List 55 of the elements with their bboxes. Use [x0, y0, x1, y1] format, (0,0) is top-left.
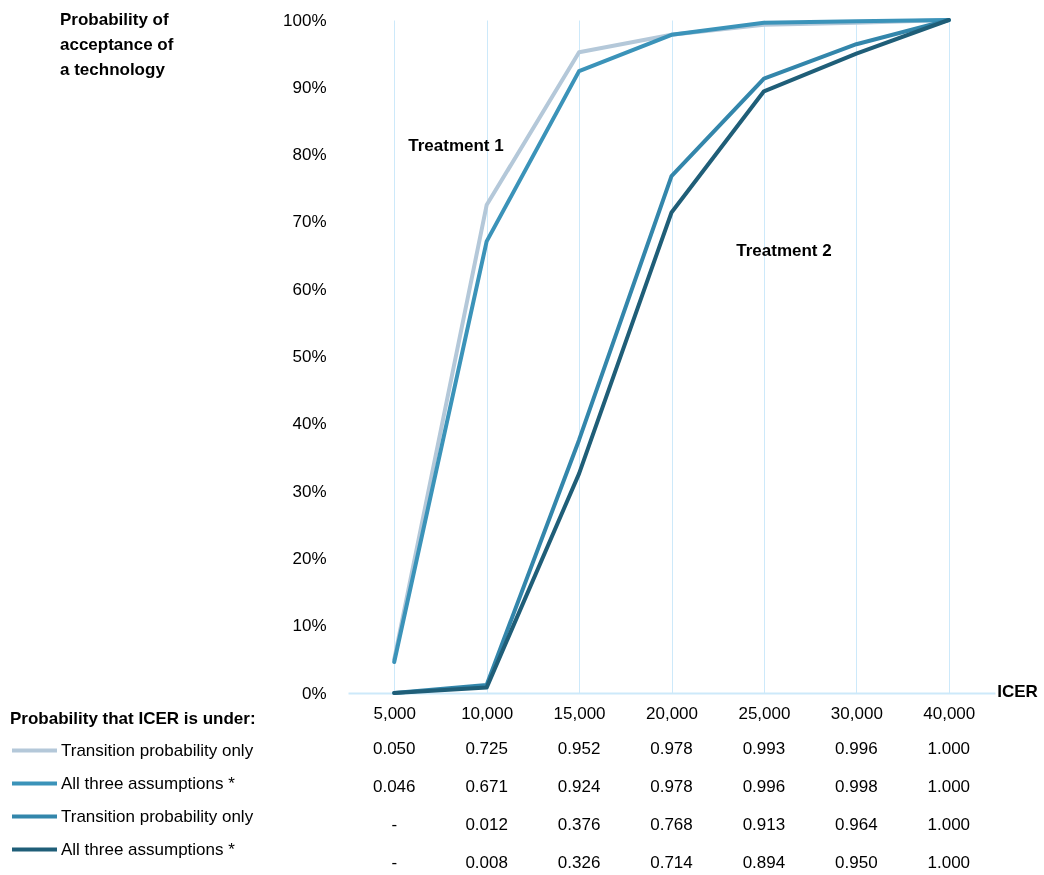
- data-label: 0.894: [742, 853, 786, 872]
- data-label: 0.978: [650, 777, 693, 796]
- data-label: 0.671: [465, 777, 508, 796]
- y-tick-label: 60%: [292, 279, 327, 299]
- y-tick-label: 80%: [292, 145, 327, 165]
- y-tick-label: 40%: [292, 414, 327, 434]
- x-axis-title: ICER: [997, 681, 1038, 701]
- y-tick-label: 0%: [301, 683, 327, 703]
- legend-label: Transition probability only: [61, 806, 254, 826]
- data-label: 0.046: [372, 777, 416, 796]
- annotation: Treatment 2: [736, 241, 832, 260]
- x-tick-label: 15,000: [553, 703, 606, 723]
- x-tick-label: 25,000: [738, 703, 791, 723]
- legend-label: Transition probability only: [61, 740, 254, 760]
- data-label: 0.913: [742, 815, 786, 834]
- y-tick-label: 90%: [292, 77, 327, 97]
- data-label: 0.998: [835, 777, 878, 796]
- data-label: 0.924: [557, 777, 601, 796]
- data-label: 0.952: [557, 739, 601, 758]
- x-tick-label: 20,000: [646, 703, 698, 723]
- x-tick-label: 30,000: [830, 703, 883, 723]
- data-label: 0.993: [742, 739, 786, 758]
- data-label: 1.000: [927, 777, 971, 796]
- data-label: 0.996: [742, 777, 786, 796]
- y-tick-label: 70%: [292, 212, 327, 232]
- data-label: 0.964: [835, 815, 878, 834]
- data-label: 0.376: [557, 815, 601, 834]
- legend-label: All three assumptions *: [61, 773, 236, 793]
- y-tick-label: 100%: [283, 10, 327, 30]
- x-tick-label: 5,000: [373, 703, 416, 723]
- data-label: 1.000: [927, 853, 971, 872]
- data-label: 0.012: [465, 815, 508, 834]
- x-tick-label: 10,000: [461, 703, 514, 723]
- y-tick-label: 30%: [292, 481, 327, 501]
- data-label: 0.050: [372, 739, 416, 758]
- data-label: 0.714: [650, 853, 693, 872]
- data-label: 0.768: [650, 815, 693, 834]
- data-label: 1.000: [927, 815, 971, 834]
- y-tick-label: 20%: [292, 548, 327, 568]
- legend-label: All three assumptions *: [61, 839, 236, 859]
- y-tick-label: 10%: [292, 616, 327, 636]
- data-label: -: [391, 853, 398, 872]
- x-tick-label: 40,000: [923, 703, 976, 723]
- data-label: 0.950: [835, 853, 878, 872]
- data-label: 0.326: [557, 853, 601, 872]
- annotation: Treatment 1: [408, 136, 504, 155]
- data-label: 0.978: [650, 739, 693, 758]
- text: Probability of acceptance of a technology: [60, 10, 174, 79]
- data-label: 0.725: [465, 739, 508, 758]
- data-label: 0.008: [465, 853, 508, 872]
- data-label: 1.000: [927, 739, 971, 758]
- legend-title: Probability that ICER is under:: [10, 709, 256, 728]
- data-label: -: [391, 815, 398, 834]
- data-label: 0.996: [835, 739, 878, 758]
- y-tick-label: 50%: [292, 347, 327, 366]
